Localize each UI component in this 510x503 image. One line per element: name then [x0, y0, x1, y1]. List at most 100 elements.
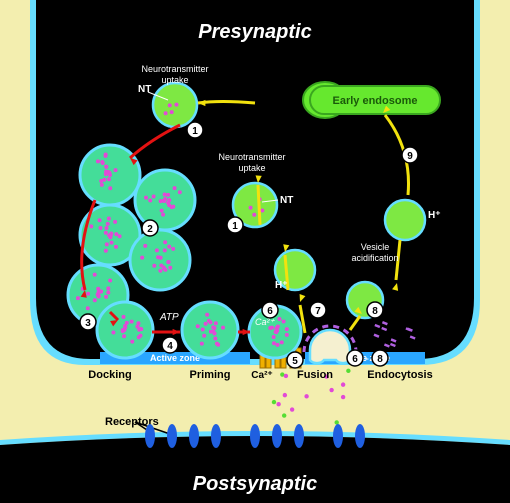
neurotransmitter-dot	[204, 322, 208, 326]
receptor	[333, 424, 343, 448]
label: ATP	[159, 312, 179, 323]
receptor	[294, 424, 304, 448]
neurotransmitter-dot	[113, 220, 117, 224]
receptor	[189, 424, 199, 448]
neurotransmitter-dot	[106, 222, 110, 226]
neurotransmitter-dot	[86, 306, 90, 310]
label: Docking	[88, 369, 131, 381]
label: H⁺	[428, 210, 441, 221]
neurotransmitter-dot	[137, 335, 141, 339]
receptor	[145, 424, 155, 448]
neurotransmitter-dot	[161, 213, 165, 217]
neurotransmitter-dot	[249, 206, 253, 210]
neurotransmitter-dot	[158, 269, 162, 273]
fusion-vesicle	[310, 330, 350, 363]
neurotransmitter-dot	[148, 198, 152, 202]
neurotransmitter-dot	[214, 321, 218, 325]
synaptic-vesicle-full	[130, 230, 190, 290]
label: Endocytosis	[367, 369, 432, 381]
neurotransmitter-dot	[260, 208, 264, 212]
neurotransmitter-dot	[93, 298, 97, 302]
neurotransmitter-dot	[211, 325, 215, 329]
neurotransmitter-dot	[280, 340, 284, 344]
neurotransmitter-dot	[174, 103, 178, 107]
neurotransmitter-dot	[166, 193, 170, 197]
neurotransmitter-dot	[114, 245, 118, 249]
neurotransmitter-dot	[140, 256, 144, 260]
neurotransmitter-dot	[163, 248, 167, 252]
neurotransmitter-dot	[272, 335, 276, 339]
neurotransmitter-dot	[104, 295, 108, 299]
neurotransmitter-dot	[162, 199, 166, 203]
neurotransmitter-dot	[108, 278, 112, 282]
neurotransmitter-dot	[171, 205, 175, 209]
neurotransmitter-dot	[282, 320, 286, 324]
released-nt	[341, 382, 345, 386]
neurotransmitter-dot	[104, 231, 108, 235]
neurotransmitter-dot	[200, 342, 204, 346]
released-nt	[304, 394, 308, 398]
neurotransmitter-dot	[108, 186, 112, 190]
step-number: 4	[167, 341, 173, 352]
neurotransmitter-dot	[107, 216, 111, 220]
neurotransmitter-dot	[163, 240, 167, 244]
neurotransmitter-dot	[178, 190, 182, 194]
neurotransmitter-dot	[252, 213, 256, 217]
neurotransmitter-dot	[221, 326, 225, 330]
neurotransmitter-dot	[159, 256, 163, 260]
released-nt	[346, 369, 350, 373]
step-number: 3	[85, 318, 91, 329]
neurotransmitter-dot	[164, 111, 168, 115]
neurotransmitter-dot	[104, 170, 108, 174]
neurotransmitter-dot	[163, 268, 167, 272]
neurotransmitter-dot	[104, 153, 108, 157]
label-multiline: acidification	[351, 253, 398, 263]
neurotransmitter-dot	[86, 292, 90, 296]
neurotransmitter-dot	[275, 328, 279, 332]
neurotransmitter-dot	[208, 320, 212, 324]
neurotransmitter-dot	[167, 203, 171, 207]
neurotransmitter-dot	[213, 337, 217, 341]
neurotransmitter-dot	[107, 177, 111, 181]
step-number: 2	[147, 224, 153, 235]
neurotransmitter-dot	[216, 343, 220, 347]
dash-separator: -	[365, 351, 369, 365]
neurotransmitter-dot	[196, 324, 200, 328]
postsynaptic-title: Postsynaptic	[193, 473, 317, 495]
released-nt	[329, 388, 333, 392]
neurotransmitter-dot	[125, 321, 129, 325]
neurotransmitter-dot	[108, 173, 112, 177]
step-number: 6	[267, 306, 273, 317]
neurotransmitter-dot	[168, 266, 172, 270]
neurotransmitter-dot	[114, 168, 118, 172]
label: H⁺	[275, 280, 288, 291]
neurotransmitter-dot	[105, 242, 109, 246]
step-number: 8	[372, 306, 378, 317]
synaptic-vesicle-light	[385, 200, 425, 240]
arrow-yellow	[258, 185, 260, 225]
neurotransmitter-dot	[100, 183, 104, 187]
label: NT	[280, 195, 293, 206]
neurotransmitter-dot	[99, 179, 103, 183]
step-number: 8	[377, 354, 383, 365]
neurotransmitter-dot	[106, 290, 110, 294]
neurotransmitter-dot	[96, 287, 100, 291]
label-multiline: Neurotransmitter	[218, 152, 285, 162]
neurotransmitter-dot	[167, 245, 171, 249]
neurotransmitter-dot	[211, 330, 215, 334]
receptor	[272, 424, 282, 448]
label: Fusion	[297, 369, 333, 381]
released-nt	[290, 407, 294, 411]
label: Ca²⁺	[251, 370, 272, 381]
neurotransmitter-dot	[76, 296, 80, 300]
receptor	[167, 424, 177, 448]
neurotransmitter-dot	[89, 224, 93, 228]
label-multiline: uptake	[161, 75, 188, 85]
receptor	[355, 424, 365, 448]
neurotransmitter-dot	[171, 247, 175, 251]
neurotransmitter-dot	[130, 340, 134, 344]
presynaptic-title: Presynaptic	[198, 21, 311, 43]
released-nt	[335, 420, 339, 424]
label: NT	[138, 84, 151, 95]
receptor	[250, 424, 260, 448]
